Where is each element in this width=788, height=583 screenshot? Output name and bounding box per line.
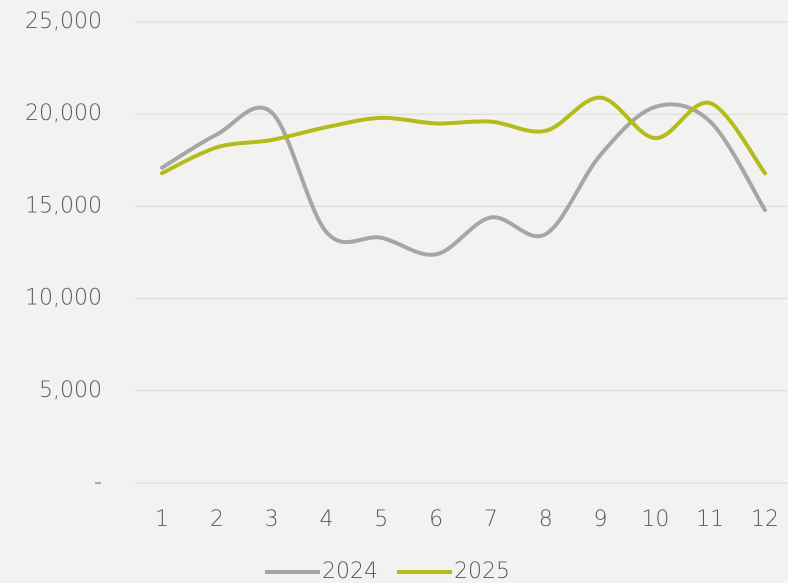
x-tick-label: 2 [210,507,224,532]
x-tick-label: 8 [539,507,553,532]
y-tick-label: 25,000 [25,9,102,34]
x-tick-label: 9 [594,507,608,532]
legend-label: 2024 [322,559,378,583]
x-tick-label: 1 [155,507,169,532]
x-tick-label: 12 [751,507,779,532]
y-tick-label: 10,000 [25,286,102,311]
series-line [160,95,767,176]
series-line [160,102,767,257]
x-tick-label: 7 [484,507,498,532]
y-tick-label: 20,000 [25,101,102,126]
x-tick-label: 4 [319,507,333,532]
y-tick-label: 5,000 [39,378,102,403]
y-tick-label: 15,000 [25,193,102,218]
x-tick-label: 6 [429,507,443,532]
x-tick-label: 10 [641,507,669,532]
y-tick-label: - [94,470,102,495]
x-tick-label: 5 [374,507,388,532]
legend-label: 2025 [454,559,510,583]
x-tick-label: 3 [265,507,279,532]
x-tick-label: 11 [696,507,724,532]
